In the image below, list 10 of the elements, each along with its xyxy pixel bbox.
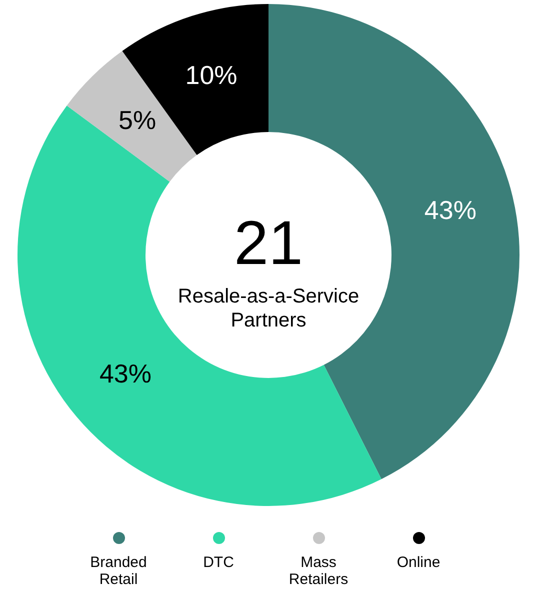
data-label: 43% [99, 358, 152, 389]
legend-label: Online [396, 554, 442, 571]
data-label: 5% [118, 104, 156, 135]
legend-label: Branded Retail [89, 554, 148, 588]
text: Resale-as-a-Service Partners [178, 286, 360, 332]
legend-label: DTC [202, 554, 235, 571]
data-label: 10% [185, 60, 238, 90]
text: 21 [234, 209, 303, 278]
legend-label: Mass Retailers [288, 554, 350, 588]
data-label: 43% [424, 194, 476, 225]
